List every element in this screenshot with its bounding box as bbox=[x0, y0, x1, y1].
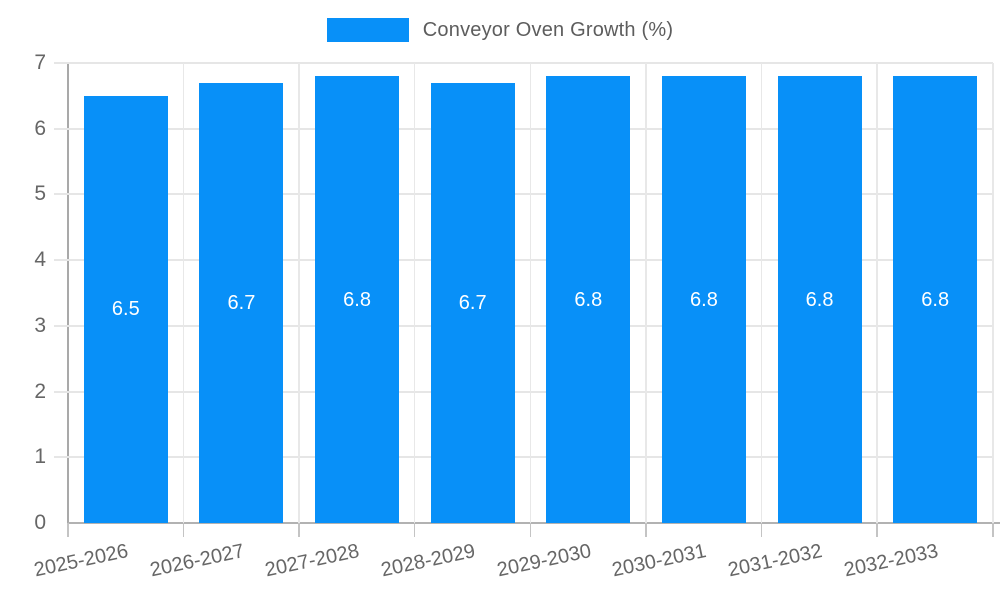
bar-2028-2029[interactable]: 6.7 bbox=[430, 82, 515, 523]
bar-2025-2026[interactable]: 6.5 bbox=[83, 95, 168, 523]
y-tick-label: 4 bbox=[34, 248, 46, 272]
y-gridline bbox=[54, 390, 993, 393]
x-tick-mark bbox=[992, 523, 994, 537]
x-gridline bbox=[529, 63, 531, 523]
x-tick-label: 2027-2028 bbox=[263, 540, 362, 582]
x-tick-label: 2026-2027 bbox=[147, 540, 247, 582]
x-tick-mark bbox=[182, 523, 185, 537]
x-tick-mark bbox=[529, 523, 531, 537]
y-tick-label: 5 bbox=[34, 182, 46, 206]
bar-value-label: 6.8 bbox=[574, 288, 603, 311]
legend-swatch bbox=[326, 18, 409, 42]
x-tick-label: 2031-2032 bbox=[725, 540, 825, 582]
x-tick-mark bbox=[67, 523, 69, 537]
x-tick-mark bbox=[413, 523, 416, 537]
plot-area: 0 1 2 3 4 5 6 7 6.5 2025-2026 6.7 2026-2027 6.8 2027-… bbox=[32, 51, 1000, 581]
x-gridline bbox=[182, 63, 185, 523]
y-tick-label: 1 bbox=[34, 445, 46, 469]
bar-value-label: 6.7 bbox=[458, 291, 487, 314]
y-gridline bbox=[54, 193, 993, 196]
y-gridline bbox=[54, 259, 993, 262]
bar-value-label: 6.8 bbox=[690, 288, 718, 311]
legend-label: Conveyor Oven Growth (%) bbox=[422, 18, 674, 41]
x-tick-label: 2028-2029 bbox=[379, 540, 478, 582]
y-tick-label: 0 bbox=[34, 511, 46, 534]
x-gridline bbox=[298, 63, 300, 523]
bar-2031-2032[interactable]: 6.8 bbox=[777, 76, 862, 523]
y-gridline bbox=[54, 324, 993, 327]
y-tick-label: 7 bbox=[34, 51, 46, 74]
bar-2026-2027[interactable]: 6.7 bbox=[199, 82, 284, 523]
x-axis-line bbox=[68, 522, 1000, 524]
x-tick-mark bbox=[298, 523, 300, 537]
x-gridline bbox=[992, 63, 994, 523]
bar-2027-2028[interactable]: 6.8 bbox=[315, 76, 400, 523]
bar-value-label: 6.8 bbox=[805, 288, 834, 311]
bar-2029-2030[interactable]: 6.8 bbox=[546, 76, 631, 523]
x-tick-label: 2032-2033 bbox=[841, 540, 940, 582]
x-gridline bbox=[760, 63, 763, 523]
y-tick-label: 6 bbox=[34, 116, 46, 140]
bar-value-label: 6.8 bbox=[921, 288, 950, 311]
bar-2032-2033[interactable]: 6.8 bbox=[893, 76, 978, 523]
y-gridline bbox=[54, 456, 993, 459]
x-gridline bbox=[413, 63, 416, 523]
y-gridline bbox=[54, 127, 993, 130]
y-tick-label: 2 bbox=[34, 379, 46, 403]
x-tick-label: 2025-2026 bbox=[32, 540, 131, 582]
y-tick-label: 3 bbox=[34, 313, 46, 337]
y-gridline bbox=[54, 62, 993, 64]
bar-value-label: 6.8 bbox=[343, 288, 371, 311]
bar-2030-2031[interactable]: 6.8 bbox=[661, 76, 746, 523]
x-tick-label: 2030-2031 bbox=[610, 540, 709, 582]
x-tick-mark bbox=[645, 523, 647, 537]
x-tick-mark bbox=[760, 523, 763, 537]
bar-value-label: 6.5 bbox=[111, 298, 140, 321]
x-gridline bbox=[876, 63, 878, 523]
x-gridline bbox=[645, 63, 647, 523]
x-tick-label: 2029-2030 bbox=[494, 540, 593, 582]
bar-value-label: 6.7 bbox=[227, 291, 256, 314]
y-axis-line bbox=[67, 63, 69, 537]
legend[interactable]: Conveyor Oven Growth (%) bbox=[0, 18, 1000, 42]
x-tick-mark bbox=[876, 523, 878, 537]
